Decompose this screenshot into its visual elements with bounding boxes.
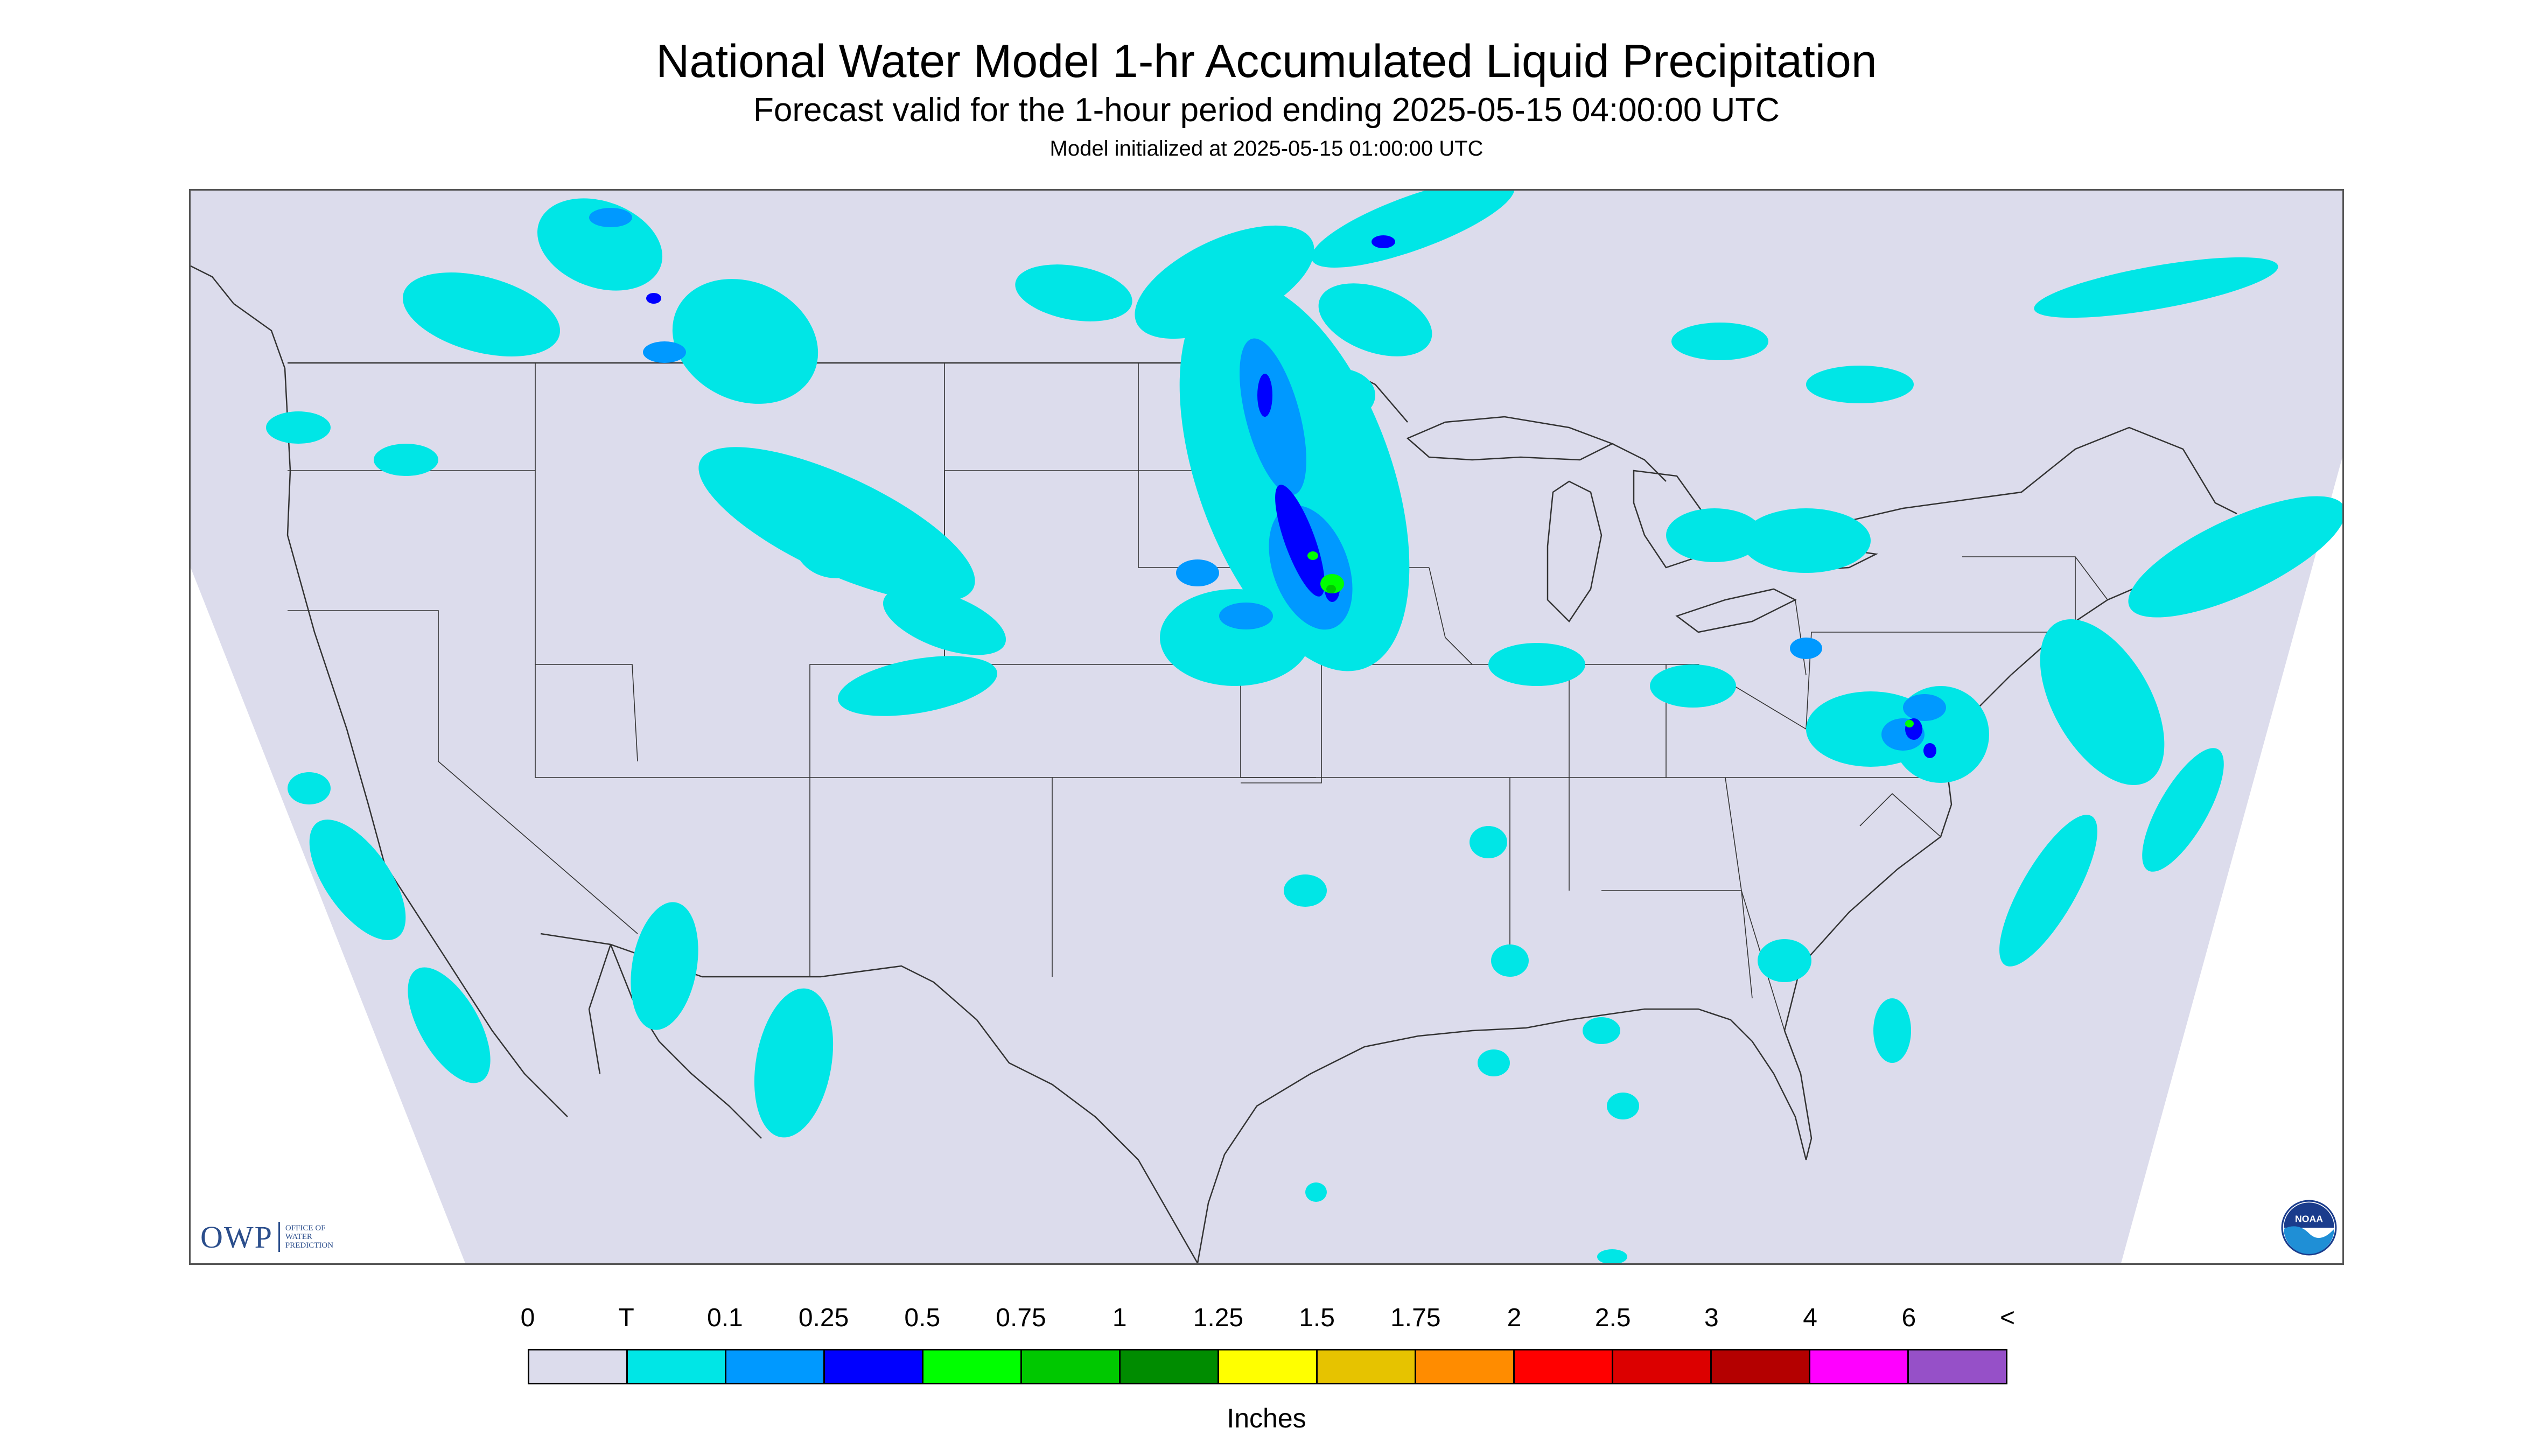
legend-color-swatch — [1219, 1350, 1318, 1383]
legend-color-swatch — [1613, 1350, 1712, 1383]
legend-tick-label: T — [618, 1304, 634, 1332]
legend-color-bar — [528, 1349, 2007, 1384]
lake-superior — [1406, 416, 1614, 461]
lake-michigan — [1547, 480, 1603, 622]
legend-color-swatch — [1318, 1350, 1416, 1383]
legend-units: Inches — [1227, 1403, 1306, 1433]
legend-color-swatch — [1810, 1350, 1909, 1383]
precipitation-map — [189, 189, 2344, 1265]
legend-labels: 0 T 0.1 0.25 0.5 0.75 1 1.25 1.5 1.75 2 2.5 3 4 6 < — [0, 1302, 2533, 1340]
legend-tick-label: 0.1 — [707, 1304, 743, 1332]
legend-tick-label: 1.5 — [1299, 1304, 1335, 1332]
legend-tick-label: < — [1999, 1304, 2016, 1332]
legend-color-swatch — [1909, 1350, 2006, 1383]
owp-logo: OWP OFFICE OF WATER PREDICTION — [200, 1218, 333, 1256]
legend-tick-label: 3 — [1704, 1304, 1719, 1332]
legend-color-swatch — [628, 1350, 726, 1383]
owp-logo-line: WATER — [285, 1233, 312, 1241]
legend-tick-label: 4 — [1803, 1304, 1817, 1332]
legend-color-swatch — [1121, 1350, 1219, 1383]
legend-tick-label: 0.25 — [798, 1304, 849, 1332]
coastline-west — [191, 265, 568, 1117]
legend-tick-label: 6 — [1901, 1304, 1916, 1332]
legend-tick-label: 1.25 — [1193, 1304, 1244, 1332]
legend-color-swatch — [1416, 1350, 1515, 1383]
coastline-baja — [588, 944, 762, 1139]
legend-tick-label: 1.75 — [1390, 1304, 1441, 1332]
coastline-gulf-atlantic — [1196, 513, 2342, 1263]
legend-color-swatch — [1515, 1350, 1613, 1383]
legend-tick-label: 0 — [520, 1304, 535, 1332]
forecast-validity: Forecast valid for the 1-hour period end… — [753, 92, 1780, 129]
legend-tick-label: 2 — [1507, 1304, 1522, 1332]
legend-color-swatch — [726, 1350, 825, 1383]
owp-logo-text: OFFICE OF WATER PREDICTION — [285, 1224, 333, 1250]
legend-color-swatch — [923, 1350, 1022, 1383]
legend-color-swatch — [529, 1350, 628, 1383]
legend-tick-label: 1 — [1112, 1304, 1127, 1332]
legend-tick-label: 2.5 — [1594, 1304, 1631, 1332]
owp-logo-line: OFFICE OF — [285, 1224, 326, 1233]
legend-color-swatch — [825, 1350, 923, 1383]
legend-tick-label: 0.5 — [904, 1304, 941, 1332]
model-init-time: Model initialized at 2025-05-15 01:00:00… — [1049, 137, 1484, 160]
owp-logo-line: PREDICTION — [285, 1241, 334, 1250]
legend-color-swatch — [1712, 1350, 1810, 1383]
noaa-logo-icon: NOAA — [2281, 1200, 2337, 1256]
owp-logo-divider — [278, 1222, 280, 1252]
legend-color-swatch — [1022, 1350, 1121, 1383]
legend-tick-label: 0.75 — [996, 1304, 1046, 1332]
noaa-logo-text: NOAA — [2295, 1214, 2323, 1224]
precipitation-field — [266, 191, 2342, 1263]
map-title: National Water Model 1-hr Accumulated Li… — [656, 36, 1877, 87]
owp-logo-letters: OWP — [200, 1219, 273, 1255]
